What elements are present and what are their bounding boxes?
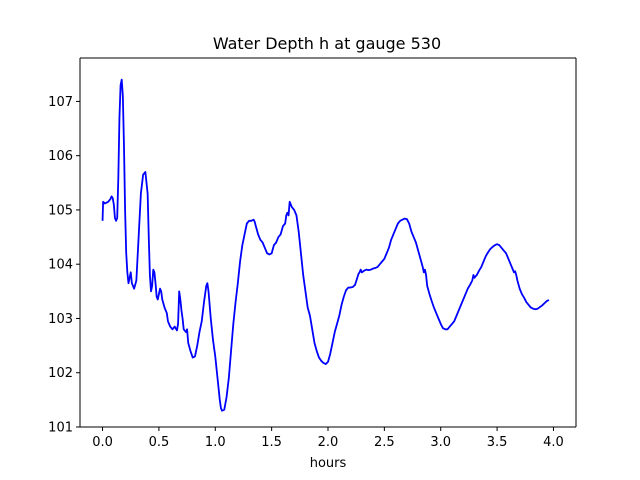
plot-area [80,58,576,427]
x-tick-label: 4.0 [543,435,564,450]
x-axis-label: hours [310,456,347,471]
x-tick-label: 0.0 [92,435,113,450]
chart-title: Water Depth h at gauge 530 [213,34,441,53]
y-tick-label: 101 [48,421,73,436]
x-tick-label: 2.0 [318,435,339,450]
y-axis-ticks: 101 102 103 104 105 106 107 [48,95,80,436]
y-tick-label: 103 [48,312,73,327]
x-tick-label: 2.5 [374,435,395,450]
x-tick-label: 1.0 [205,435,226,450]
x-axis-ticks: 0.0 0.5 1.0 1.5 2.0 2.5 3.0 3.5 4.0 [92,427,564,450]
y-tick-label: 104 [48,258,73,273]
x-tick-label: 1.5 [261,435,282,450]
y-tick-label: 102 [48,366,73,381]
series-line-0 [101,78,550,412]
series-layer [101,78,550,412]
x-tick-label: 3.0 [430,435,451,450]
x-tick-label: 3.5 [487,435,508,450]
y-tick-label: 107 [48,95,73,110]
x-tick-label: 0.5 [149,435,170,450]
y-tick-label: 105 [48,203,73,218]
y-tick-label: 106 [48,149,73,164]
